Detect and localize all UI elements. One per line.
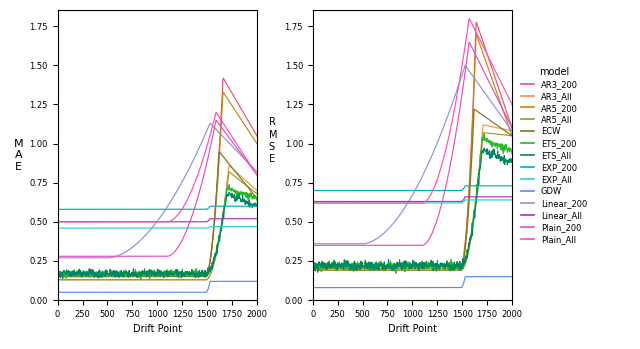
X-axis label: Drift Point: Drift Point: [388, 325, 437, 334]
Y-axis label: M
A
E: M A E: [13, 139, 23, 172]
X-axis label: Drift Point: Drift Point: [132, 325, 182, 334]
Text: R
M
S
E: R M S E: [269, 117, 277, 164]
Legend: AR3_200, AR3_All, AR5_200, AR5_All, ECW, ETS_200, ETS_All, EXP_200, EXP_All, GDW: AR3_200, AR3_All, AR5_200, AR5_All, ECW,…: [518, 64, 590, 247]
